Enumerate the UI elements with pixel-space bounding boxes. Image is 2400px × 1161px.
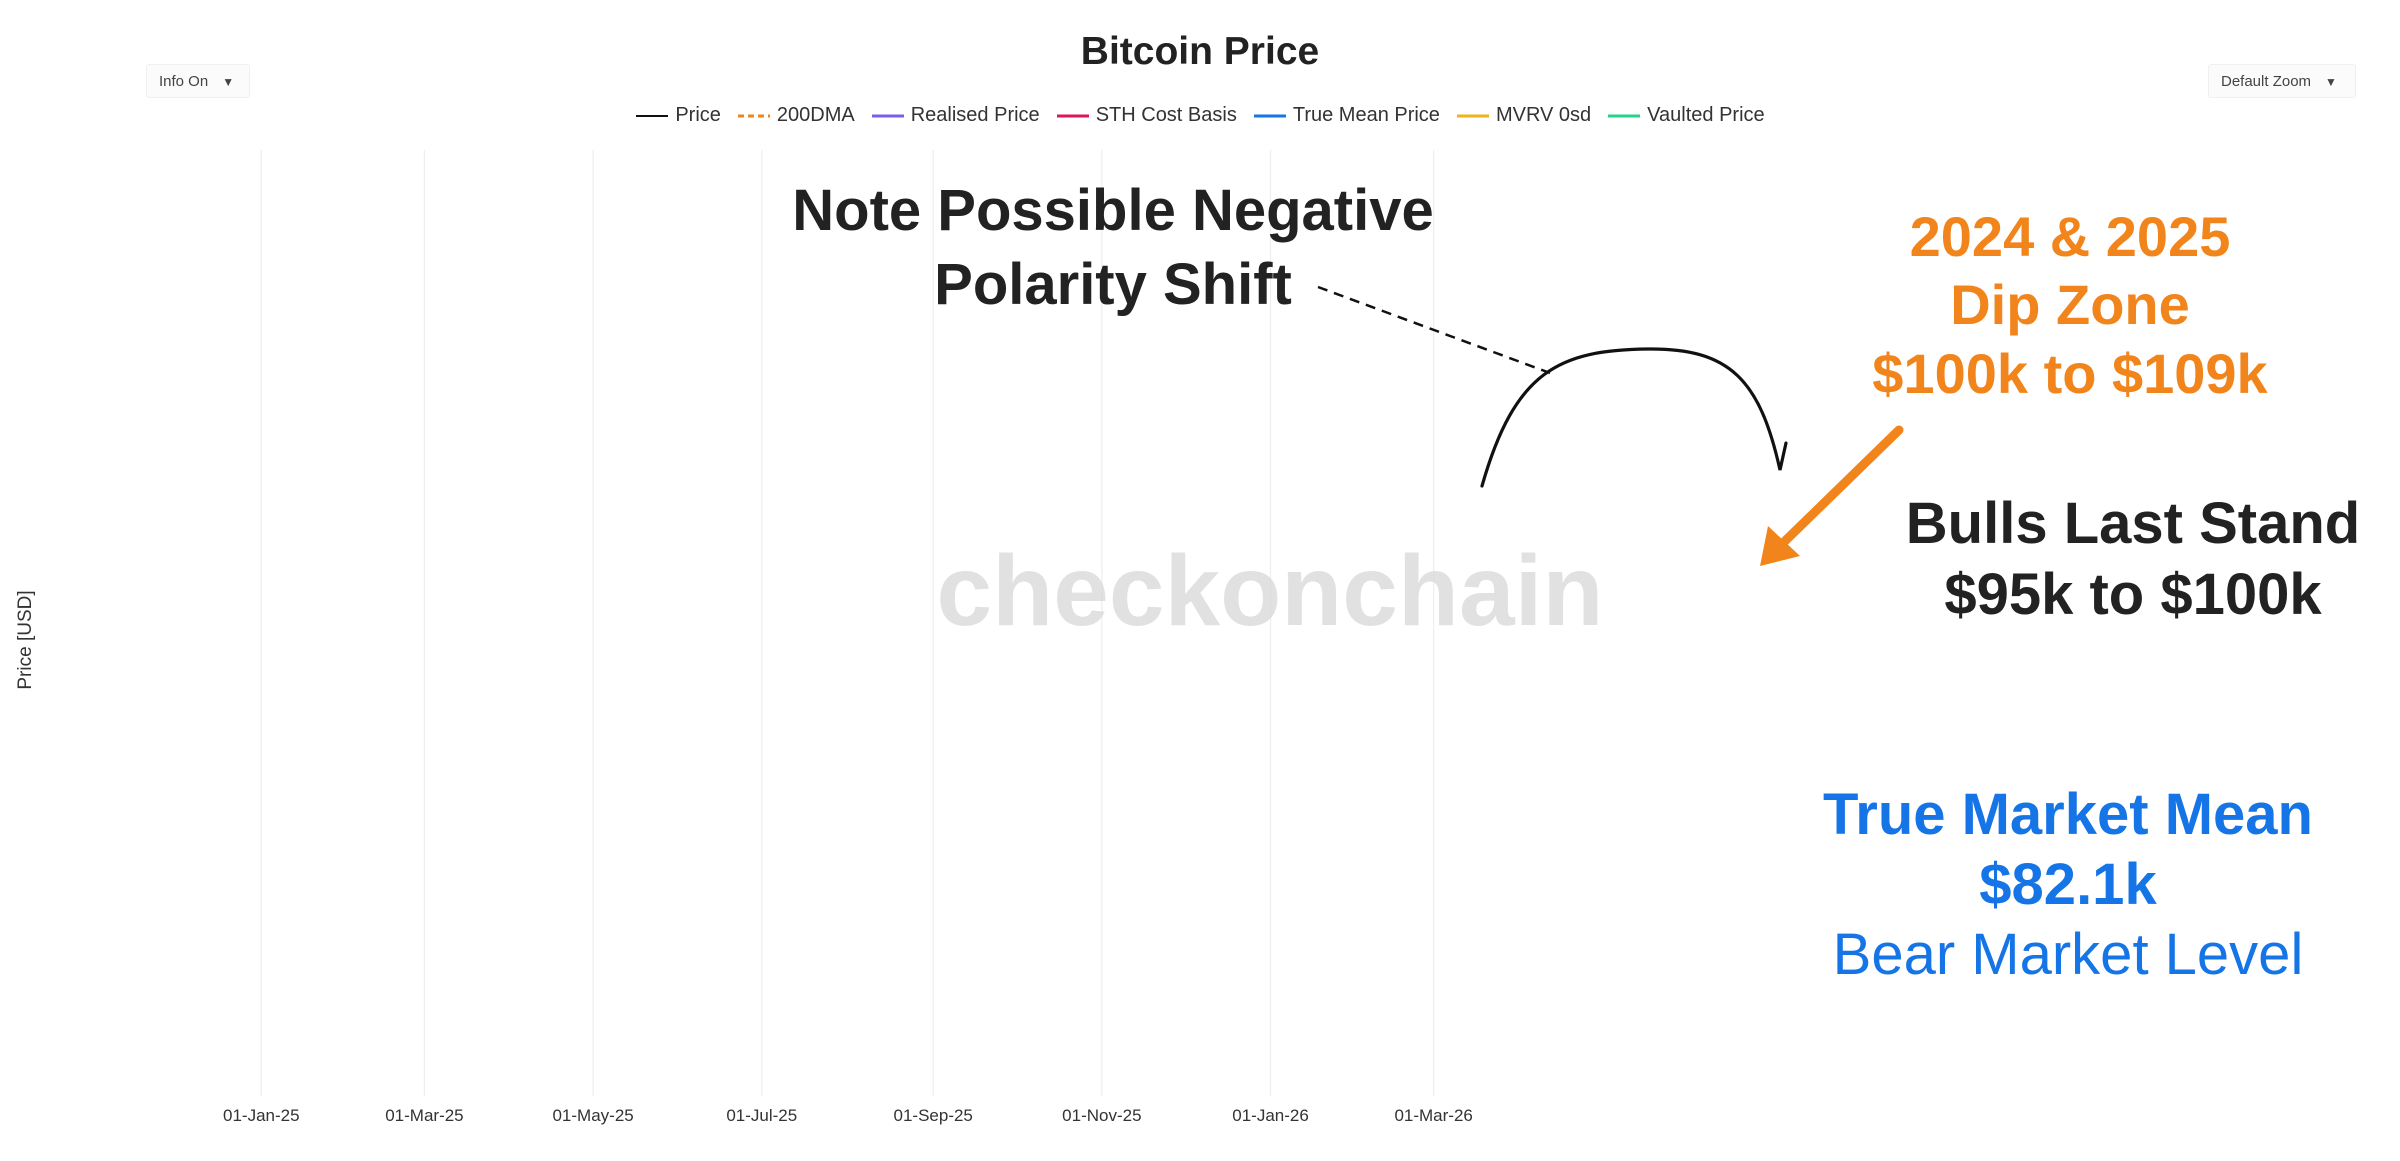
bulls-stand-line2: $95k to $100k [1944, 562, 2322, 627]
legend-swatch-price [636, 114, 669, 117]
chart-title: Bitcoin Price [1080, 30, 1320, 73]
chevron-down-icon: ▼ [2325, 75, 2337, 89]
legend-swatch-truemean [1253, 114, 1286, 118]
true-mean-line3: Bear Market Level [1833, 922, 2304, 987]
x-tick-label-6: 01-Jan-26 [1232, 1106, 1309, 1125]
chart-legend: Price 200DMA Realised Price STH Cost Basis T… [0, 104, 2400, 127]
polarity-annotation-line2: Polarity Shift [934, 252, 1292, 317]
legend-swatch-dma200 [737, 114, 770, 118]
x-tick-label-2: 01-May-25 [552, 1106, 633, 1125]
legend-label-dma200: 200DMA [776, 104, 855, 126]
legend-label-realised: Realised Price [910, 104, 1040, 126]
legend-label-price: Price [675, 104, 721, 126]
x-tick-label-0: 01-Jan-25 [223, 1106, 300, 1125]
info-dropdown[interactable]: Info On ▼ [146, 64, 250, 98]
chevron-down-icon: ▼ [222, 75, 235, 89]
zoom-dropdown-label: Default Zoom [2221, 73, 2312, 90]
zoom-dropdown[interactable]: Default Zoom ▼ [2208, 64, 2356, 98]
y-axis-label: Price [USD] [15, 590, 36, 689]
legend-item-vaulted[interactable]: Vaulted Price [1607, 104, 1765, 127]
legend-item-dma200[interactable]: 200DMA [737, 104, 855, 127]
legend-swatch-mvrv [1456, 114, 1489, 118]
true-mean-line2: $82.1k [1979, 852, 2157, 917]
legend-label-sth: STH Cost Basis [1095, 104, 1237, 126]
dip-zone-line3: $100k to $109k [1872, 342, 2268, 405]
bulls-stand-line1: Bulls Last Stand [1906, 491, 2360, 556]
x-tick-label-5: 01-Nov-25 [1062, 1106, 1141, 1125]
axes: $70k$80k$90k$100k$110k$120k$130k$140k$15… [223, 1106, 1473, 1125]
info-dropdown-label: Info On [159, 73, 209, 90]
legend-item-mvrv[interactable]: MVRV 0sd [1456, 104, 1591, 127]
dip-arrow-head [1760, 526, 1800, 566]
grid-lines [260, 150, 1435, 1096]
legend-item-price[interactable]: Price [635, 104, 721, 127]
true-mean-line1: True Market Mean [1823, 782, 2313, 847]
x-tick-label-1: 01-Mar-25 [385, 1106, 463, 1125]
polarity-annotation-line1: Note Possible Negative [792, 178, 1433, 243]
legend-item-realised[interactable]: Realised Price [871, 104, 1040, 127]
polarity-arc [1480, 347, 1788, 488]
legend-swatch-vaulted [1608, 114, 1641, 118]
polarity-dashed-pointer [1317, 285, 1551, 375]
legend-swatch-sth [1056, 114, 1089, 118]
dip-zone-line1: 2024 & 2025 [1910, 205, 2231, 268]
x-tick-label-7: 01-Mar-26 [1394, 1106, 1472, 1125]
legend-swatch-realised [871, 114, 904, 118]
legend-label-truemean: True Mean Price [1292, 104, 1440, 126]
legend-item-sth[interactable]: STH Cost Basis [1056, 104, 1237, 127]
legend-label-vaulted: Vaulted Price [1647, 104, 1765, 126]
legend-label-mvrv: MVRV 0sd [1495, 104, 1592, 126]
watermark-text: checkonchain [937, 535, 1604, 647]
x-tick-label-3: 01-Jul-25 [726, 1106, 797, 1125]
x-tick-label-4: 01-Sep-25 [894, 1106, 973, 1125]
legend-item-truemean[interactable]: True Mean Price [1253, 104, 1440, 127]
dip-zone-line2: Dip Zone [1950, 273, 2190, 336]
dip-arrow-shaft [1779, 425, 1904, 547]
annotation-shapes [1317, 285, 1904, 566]
